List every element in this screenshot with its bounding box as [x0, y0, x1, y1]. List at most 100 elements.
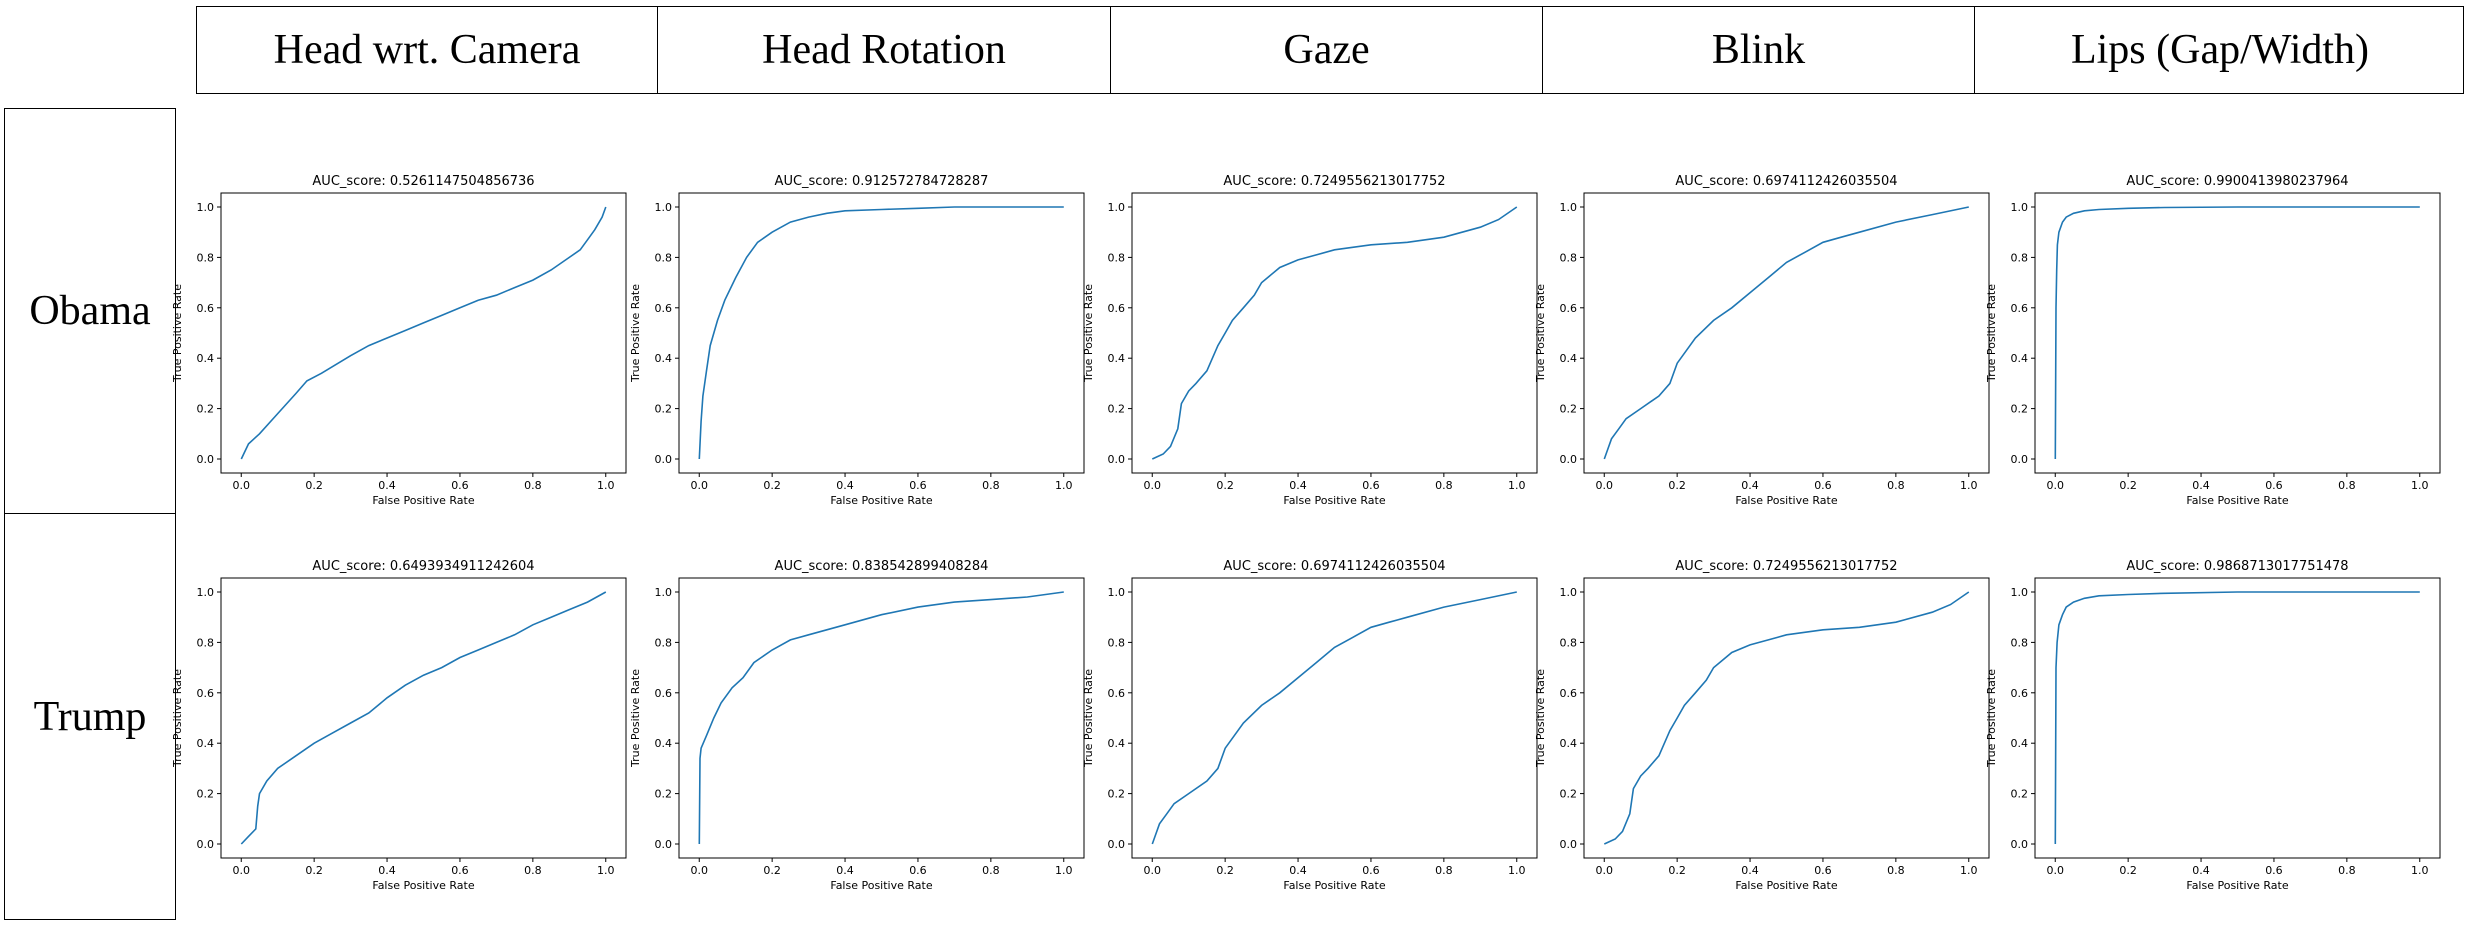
roc-curve-line: [2054, 206, 2420, 460]
y-tick-label: 0.6: [655, 687, 673, 700]
y-tick-label: 0.4: [197, 352, 215, 365]
roc-panel-obama-head-wrt-camera: AUC_score: 0.5261147504856736 0.0 0.2 0.4 0.…: [171, 174, 627, 507]
x-tick-label: 0.8: [1887, 864, 1905, 877]
x-tick-label: 0.0: [233, 479, 251, 492]
y-tick-label: 1.0: [197, 586, 215, 599]
x-tick-label: 0.8: [982, 864, 1000, 877]
y-tick-label: 0.8: [197, 251, 215, 264]
x-tick-label: 0.8: [2338, 479, 2356, 492]
x-axis-label: False Positive Rate: [1283, 879, 1385, 892]
plot-title: AUC_score: 0.6974112426035504: [1675, 174, 1897, 189]
y-tick-label: 0.6: [2011, 302, 2029, 315]
y-tick-label: 0.8: [1560, 636, 1578, 649]
x-axis-label: False Positive Rate: [372, 879, 474, 892]
x-tick-label: 0.0: [691, 864, 709, 877]
y-tick-label: 0.0: [1560, 453, 1578, 466]
plot-frame: [220, 577, 627, 859]
x-tick-label: 0.6: [1362, 479, 1380, 492]
x-tick-label: 0.0: [233, 864, 251, 877]
x-tick-label: 1.0: [2411, 479, 2429, 492]
y-tick-label: 0.8: [2011, 636, 2029, 649]
y-tick-label: 0.2: [655, 403, 673, 416]
roc-panel-trump-gaze: AUC_score: 0.6974112426035504 0.0 0.2 0.4 0.…: [1082, 559, 1538, 892]
x-tick-label: 0.0: [2047, 864, 2065, 877]
plot-title: AUC_score: 0.7249556213017752: [1675, 559, 1897, 574]
y-tick-label: 0.8: [655, 251, 673, 264]
y-tick-label: 0.0: [2011, 838, 2029, 851]
plot-frame: [678, 577, 1085, 859]
y-tick-label: 0.0: [1108, 453, 1126, 466]
y-tick-label: 0.0: [655, 453, 673, 466]
y-tick-label: 0.8: [1108, 636, 1126, 649]
plot-title: AUC_score: 0.6493934911242604: [312, 559, 534, 574]
y-tick-label: 0.6: [1560, 302, 1578, 315]
x-tick-label: 0.2: [2119, 479, 2137, 492]
roc-curve-line: [240, 206, 607, 460]
y-tick-label: 0.4: [197, 737, 215, 750]
x-tick-label: 0.4: [1289, 479, 1307, 492]
y-axis-label: True Positive Rate: [1985, 284, 1998, 383]
plot-title: AUC_score: 0.912572784728287: [775, 174, 989, 189]
y-tick-label: 0.6: [1108, 687, 1126, 700]
y-tick-label: 0.0: [655, 838, 673, 851]
y-tick-label: 1.0: [2011, 586, 2029, 599]
x-axis-label: False Positive Rate: [1735, 494, 1837, 507]
x-tick-label: 0.4: [1741, 479, 1759, 492]
plot-title: AUC_score: 0.7249556213017752: [1223, 174, 1445, 189]
plot-title: AUC_score: 0.5261147504856736: [312, 174, 534, 189]
y-tick-label: 0.4: [655, 352, 673, 365]
plot-title: AUC_score: 0.9900413980237964: [2126, 174, 2348, 189]
roc-curve-line: [698, 591, 1064, 845]
roc-panel-trump-head-wrt-camera: AUC_score: 0.6493934911242604 0.0 0.2 0.4 0.…: [171, 559, 627, 892]
x-tick-label: 0.8: [1435, 479, 1453, 492]
y-axis-label: True Positive Rate: [629, 284, 642, 383]
plot-title: AUC_score: 0.9868713017751478: [2126, 559, 2348, 574]
x-tick-label: 0.0: [1596, 864, 1614, 877]
y-axis-label: True Positive Rate: [1534, 284, 1547, 383]
x-tick-label: 0.2: [763, 479, 781, 492]
x-tick-label: 0.6: [909, 479, 927, 492]
x-axis-label: False Positive Rate: [372, 494, 474, 507]
x-tick-label: 0.6: [1814, 479, 1832, 492]
x-tick-label: 0.2: [305, 479, 323, 492]
plot-frame: [2034, 192, 2441, 474]
y-axis-label: True Positive Rate: [629, 669, 642, 768]
x-tick-label: 0.6: [1814, 864, 1832, 877]
y-tick-label: 0.2: [197, 788, 215, 801]
x-tick-label: 0.0: [691, 479, 709, 492]
row-header-trump: Trump: [4, 513, 176, 920]
y-tick-label: 0.4: [2011, 737, 2029, 750]
y-tick-label: 0.0: [1560, 838, 1578, 851]
x-tick-label: 0.0: [1596, 479, 1614, 492]
x-tick-label: 1.0: [2411, 864, 2429, 877]
x-tick-label: 0.6: [909, 864, 927, 877]
roc-panel-trump-lips-gap-width: AUC_score: 0.9868713017751478 0.0 0.2 0.4 0.…: [1985, 559, 2441, 892]
plot-frame: [220, 192, 627, 474]
roc-curve-line: [1603, 591, 1970, 845]
y-tick-label: 0.2: [1560, 788, 1578, 801]
column-header-gaze: Gaze: [1110, 7, 1542, 93]
x-tick-label: 0.2: [1668, 864, 1686, 877]
x-tick-label: 0.6: [2265, 479, 2283, 492]
y-axis-label: True Positive Rate: [171, 669, 184, 768]
roc-panel-trump-head-rotation: AUC_score: 0.838542899408284 0.0 0.2 0.4 0.6…: [629, 559, 1085, 892]
y-axis-label: True Positive Rate: [1082, 669, 1095, 768]
x-tick-label: 0.4: [1741, 864, 1759, 877]
roc-curve-line: [1151, 591, 1517, 845]
x-tick-label: 0.2: [1216, 864, 1234, 877]
y-axis-label: True Positive Rate: [171, 284, 184, 383]
plot-frame: [1583, 577, 1990, 859]
plot-frame: [2034, 577, 2441, 859]
y-tick-label: 0.6: [1108, 302, 1126, 315]
y-tick-label: 0.2: [197, 403, 215, 416]
y-tick-label: 0.8: [197, 636, 215, 649]
x-tick-label: 0.8: [2338, 864, 2356, 877]
x-axis-label: False Positive Rate: [1735, 879, 1837, 892]
row-header-obama: Obama: [4, 108, 176, 514]
y-tick-label: 0.4: [1108, 737, 1126, 750]
column-header-head-wrt-camera: Head wrt. Camera: [273, 27, 581, 73]
x-tick-label: 0.8: [982, 479, 1000, 492]
roc-panel-obama-head-rotation: AUC_score: 0.912572784728287 0.0 0.2 0.4 0.6…: [629, 174, 1085, 507]
x-tick-label: 0.4: [836, 864, 854, 877]
